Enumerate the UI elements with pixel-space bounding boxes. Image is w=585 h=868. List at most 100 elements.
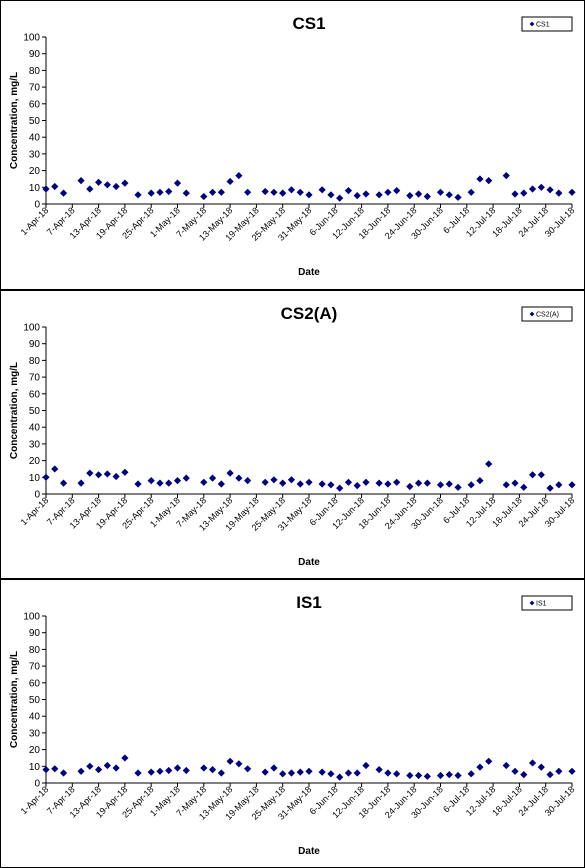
y-tick-label: 0 (34, 490, 40, 501)
y-tick-label: 60 (29, 389, 41, 400)
y-tick-label: 100 (23, 612, 40, 623)
data-point (296, 188, 304, 196)
data-point (305, 767, 313, 775)
chart-title: IS1 (296, 593, 322, 612)
data-point (393, 770, 401, 778)
chart-panel-is1: IS1 0 10 20 30 40 50 60 70 80 90 100 1-Apr-18 7-Apr-1… (0, 579, 585, 868)
data-point (555, 481, 563, 489)
data-point (86, 762, 94, 770)
legend-label: CS2(A) (536, 312, 559, 319)
data-point (384, 188, 392, 196)
data-point (362, 478, 370, 486)
data-point (77, 767, 85, 775)
data-point (244, 765, 252, 773)
x-axis-label: Date (298, 846, 320, 857)
data-point (344, 769, 353, 777)
data-point (384, 480, 392, 488)
data-point (287, 186, 296, 194)
chart-panel-cs2a: CS2(A) 0 10 20 30 40 50 60 70 80 90 100 1-Apr-18 7-Ap… (0, 290, 585, 579)
legend-marker (529, 600, 535, 606)
legend-box (521, 595, 573, 611)
data-point (156, 479, 164, 487)
y-tick-label: 80 (29, 356, 41, 367)
data-point (502, 481, 510, 489)
data-point (555, 767, 563, 775)
data-point (476, 175, 484, 183)
data-point (393, 478, 401, 486)
data-point (520, 483, 528, 491)
data-point (208, 766, 217, 774)
data-point (103, 761, 111, 770)
data-point (375, 191, 383, 199)
data-point (51, 465, 59, 473)
data-point (476, 477, 484, 485)
data-point (353, 482, 361, 490)
data-point (156, 767, 164, 775)
data-point (485, 757, 493, 765)
data-point (200, 478, 208, 486)
data-point (270, 764, 278, 772)
y-tick-label: 10 (29, 762, 41, 773)
data-point (467, 188, 475, 196)
data-point (546, 771, 554, 779)
y-tick-label: 60 (29, 99, 41, 110)
data-point (165, 479, 173, 487)
data-point (51, 182, 59, 191)
data-point (182, 766, 190, 775)
data-point (406, 482, 414, 491)
data-point (59, 479, 68, 487)
x-axis-label: Date (298, 267, 320, 278)
y-tick-label: 30 (29, 728, 41, 739)
data-point (121, 754, 129, 762)
y-axis-label: Concentration, mg/L (9, 651, 20, 748)
data-point (520, 771, 528, 779)
data-point (200, 192, 208, 201)
data-point (226, 757, 234, 765)
data-point (318, 768, 326, 776)
legend-label: CS1 (536, 22, 550, 29)
data-point (208, 188, 217, 196)
y-tick-label: 50 (29, 695, 41, 706)
data-point (485, 460, 493, 468)
data-point (406, 771, 414, 780)
data-point (528, 471, 537, 479)
data-point (173, 477, 182, 485)
data-point (336, 484, 344, 492)
data-point (59, 189, 68, 197)
legend-box (521, 16, 573, 32)
chart-title: CS1 (292, 14, 325, 33)
data-point (436, 188, 445, 196)
data-point (414, 479, 423, 487)
legend-box (521, 306, 573, 322)
data-point (244, 188, 252, 196)
data-point (296, 768, 304, 776)
data-point (336, 773, 344, 781)
data-point (279, 189, 287, 197)
legend-marker (529, 21, 535, 27)
data-point (423, 192, 431, 201)
y-tick-label: 30 (29, 149, 41, 160)
data-point (200, 764, 208, 772)
data-point (568, 481, 576, 489)
y-tick-label: 80 (29, 645, 41, 656)
y-tick-label: 50 (29, 116, 41, 127)
legend-label: IS1 (536, 601, 547, 608)
data-point (362, 190, 370, 198)
data-point (362, 761, 370, 770)
data-point (261, 478, 269, 486)
data-point (476, 763, 484, 771)
data-point (528, 185, 537, 193)
data-point (406, 192, 414, 200)
data-point (375, 766, 383, 774)
chart-title: CS2(A) (281, 304, 338, 323)
data-point (537, 763, 545, 771)
data-point (261, 187, 269, 196)
data-point (511, 479, 519, 487)
data-point (436, 481, 445, 489)
data-point (217, 769, 225, 777)
data-point (528, 759, 537, 767)
data-point (546, 484, 554, 492)
data-point (235, 760, 243, 768)
data-point (423, 479, 431, 487)
y-tick-label: 40 (29, 423, 41, 434)
